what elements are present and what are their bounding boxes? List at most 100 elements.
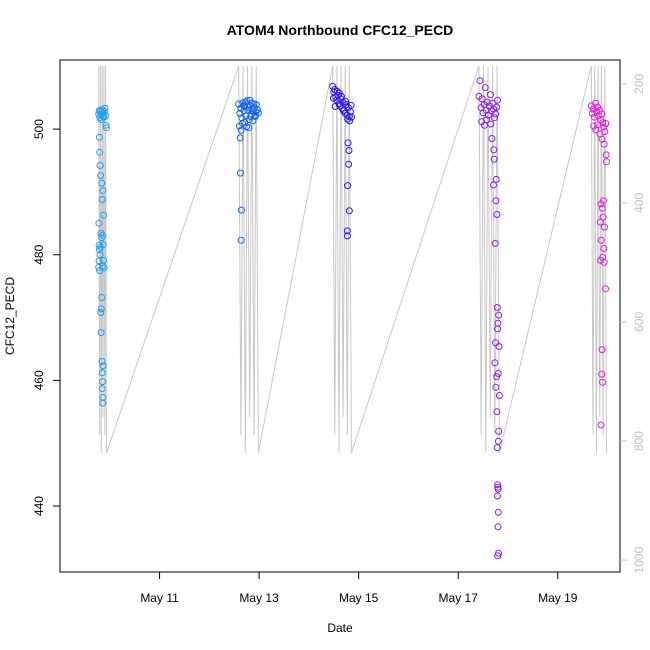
data-point: [493, 304, 501, 311]
data-point: [488, 135, 496, 142]
y2-tick-label: 400: [632, 193, 646, 213]
data-point: [99, 187, 107, 195]
data-point: [236, 134, 244, 142]
data-point: [597, 256, 605, 264]
data-point: [602, 151, 610, 159]
y-tick-label: 500: [32, 119, 46, 139]
data-point: [598, 378, 606, 386]
data-point: [246, 96, 254, 104]
data-point: [99, 399, 107, 407]
data-point: [103, 124, 110, 132]
data-point: [600, 123, 608, 131]
x-tick-label: May 19: [538, 591, 578, 605]
data-point: [95, 133, 103, 141]
data-point: [493, 444, 501, 452]
data-point: [241, 118, 249, 126]
data-point: [590, 122, 598, 130]
data-point: [252, 108, 260, 116]
data-point: [600, 223, 608, 231]
data-point: [494, 483, 502, 491]
x-tick-label: May 17: [439, 591, 479, 605]
data-point: [600, 258, 608, 266]
x-axis-label: Date: [327, 621, 353, 635]
data-point: [347, 101, 355, 109]
data-point: [98, 294, 106, 301]
data-point: [95, 219, 103, 227]
data-point: [602, 120, 610, 127]
data-point: [96, 148, 104, 156]
data-point: [344, 182, 352, 190]
data-point: [490, 155, 498, 163]
data-point: [340, 107, 347, 115]
data-point: [99, 378, 106, 386]
data-point: [495, 427, 503, 435]
data-point: [592, 99, 599, 107]
data-point: [495, 311, 503, 319]
data-point: [598, 110, 606, 118]
data-point: [493, 211, 501, 218]
data-point: [99, 231, 106, 239]
data-point: [329, 94, 337, 102]
data-point: [99, 362, 107, 370]
data-point: [99, 262, 107, 270]
x-tick-label: May 13: [239, 591, 279, 605]
data-point: [236, 169, 244, 177]
data-point: [495, 392, 503, 399]
y-tick-label: 440: [32, 496, 46, 516]
data-point: [483, 116, 491, 124]
data-point: [600, 140, 608, 148]
data-point: [598, 370, 606, 378]
data-point: [483, 98, 491, 106]
data-point: [492, 110, 500, 118]
data-point: [100, 211, 108, 219]
data-point: [494, 523, 502, 531]
chart-title: ATOM4 Northbound CFC12_PECD: [227, 22, 454, 38]
data-point: [101, 104, 109, 112]
data-point: [494, 325, 502, 333]
data-point: [486, 91, 494, 99]
data-point: [97, 172, 105, 180]
data-point: [597, 236, 605, 244]
data-point: [100, 264, 108, 272]
data-point: [491, 114, 498, 122]
y-tick-label: 480: [32, 244, 46, 264]
x-tick-label: May 11: [140, 591, 179, 605]
data-point: [495, 343, 503, 350]
data-point: [238, 206, 245, 214]
data-point: [250, 100, 258, 108]
data-point: [95, 241, 103, 249]
data-point: [476, 77, 484, 85]
data-point: [345, 160, 353, 168]
data-point: [98, 358, 106, 365]
data-point: [596, 218, 604, 226]
data-point: [97, 229, 105, 237]
data-point: [596, 106, 604, 114]
data-point: [237, 236, 245, 244]
data-point: [102, 112, 109, 120]
data-point: [343, 227, 351, 235]
data-point: [347, 113, 355, 121]
data-point: [494, 96, 502, 104]
data-point: [493, 408, 501, 416]
y2-tick-label: 1000: [632, 546, 646, 573]
data-point: [244, 103, 252, 111]
y2-tick-label: 200: [632, 73, 646, 93]
data-point: [492, 197, 500, 205]
data-point: [594, 121, 602, 129]
data-point: [490, 181, 497, 189]
data-point: [492, 383, 500, 391]
x-tick-label: May 15: [339, 591, 379, 605]
data-point: [245, 124, 253, 132]
data-point: [598, 204, 606, 212]
data-point: [344, 139, 352, 147]
data-point: [494, 370, 502, 377]
plot-frame: [59, 59, 621, 573]
y-axis: 440 460 480 500: [32, 119, 60, 516]
data-point: [345, 147, 353, 154]
data-point: [602, 285, 609, 293]
data-point: [599, 119, 607, 127]
data-point: [333, 96, 341, 104]
data-point: [97, 329, 105, 337]
data-point: [331, 103, 339, 110]
